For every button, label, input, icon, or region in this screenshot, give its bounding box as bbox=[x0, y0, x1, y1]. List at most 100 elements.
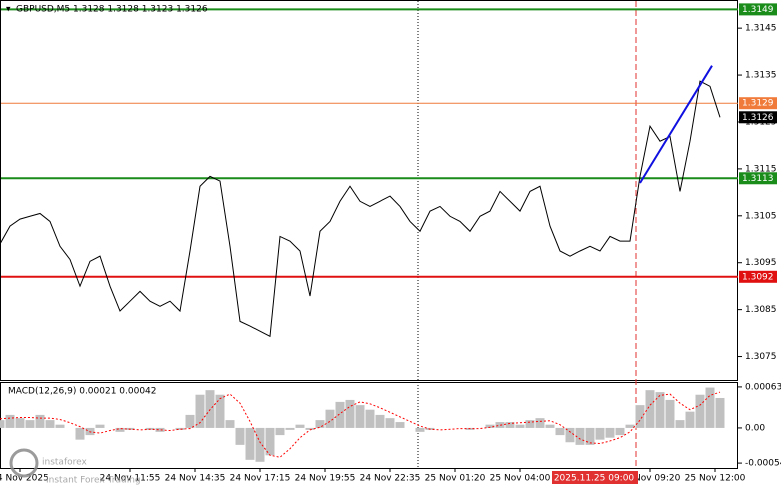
macd-bar bbox=[195, 394, 205, 428]
macd-bar bbox=[265, 427, 275, 456]
macd-bar bbox=[675, 420, 685, 428]
y-tick-label: 1.3095 bbox=[745, 258, 777, 268]
macd-bar bbox=[175, 427, 185, 430]
level-label: 1.3149 bbox=[742, 5, 774, 15]
macd-bar bbox=[365, 409, 375, 428]
price-line bbox=[0, 80, 721, 338]
macd-title: MACD(12,26,9) 0.00021 0.00042 bbox=[8, 387, 157, 397]
macd-bar bbox=[615, 427, 625, 436]
macd-bar bbox=[345, 399, 355, 428]
macd-bar bbox=[385, 418, 395, 428]
macd-bar bbox=[715, 397, 725, 428]
macd-bar bbox=[635, 405, 645, 428]
last-price-bg bbox=[739, 111, 777, 124]
macd-bar bbox=[15, 418, 25, 428]
macd-bar bbox=[575, 427, 585, 445]
macd-bar bbox=[95, 424, 105, 428]
macd-bar bbox=[395, 422, 405, 428]
macd-bar bbox=[565, 427, 575, 443]
y-tick-label: 1.3115 bbox=[745, 164, 777, 174]
macd-bar bbox=[525, 420, 535, 428]
macd-bar bbox=[75, 427, 85, 440]
watermark-subtitle: Instant Forex Trading bbox=[46, 476, 141, 486]
macd-bar bbox=[295, 424, 305, 428]
macd-bar bbox=[115, 427, 125, 432]
y-tick-label: 1.3145 bbox=[745, 24, 777, 34]
logo-ring bbox=[9, 448, 39, 478]
level-label: 1.3113 bbox=[742, 174, 774, 184]
y-tick-label: 0.00063 bbox=[745, 382, 781, 392]
x-tick-label: 24 Nov 11:55 bbox=[100, 474, 161, 484]
macd-bar bbox=[25, 420, 35, 428]
macd-bar bbox=[595, 427, 605, 440]
macd-bar bbox=[305, 427, 315, 430]
trend-line bbox=[639, 65, 713, 184]
macd-bar bbox=[625, 424, 635, 428]
level-label-bg bbox=[739, 97, 777, 110]
price-panel bbox=[0, 0, 738, 381]
macd-bar bbox=[325, 409, 335, 428]
macd-bar bbox=[695, 394, 705, 428]
macd-bar bbox=[485, 424, 495, 428]
macd-bar bbox=[245, 427, 255, 460]
y-tick-label: 1.3085 bbox=[745, 305, 777, 315]
macd-bar bbox=[0, 420, 5, 428]
y-tick-label: 0.00 bbox=[745, 423, 765, 433]
macd-bar bbox=[275, 427, 285, 436]
macd-bar bbox=[705, 387, 715, 428]
macd-bar bbox=[415, 427, 425, 432]
macd-bar bbox=[515, 424, 525, 428]
x-tick-label: 25 Nov 04:00 bbox=[490, 474, 551, 484]
macd-bar bbox=[555, 427, 565, 436]
x-tick-label: 24 Nov 22:35 bbox=[360, 474, 421, 484]
macd-bar bbox=[5, 414, 15, 428]
x-tick-label: 24 Nov 17:15 bbox=[230, 474, 291, 484]
macd-bar bbox=[335, 401, 345, 428]
level-label-bg bbox=[739, 172, 777, 185]
macd-bar bbox=[185, 414, 195, 428]
watermark: instaforex Instant Forex Trading bbox=[9, 448, 141, 486]
macd-bar bbox=[315, 420, 325, 428]
macd-bar bbox=[685, 411, 695, 428]
macd-bar bbox=[495, 422, 505, 428]
y-tick-label: 1.3075 bbox=[745, 352, 777, 362]
macd-bar bbox=[655, 392, 665, 428]
macd-bar bbox=[55, 424, 65, 428]
watermark-title: instaforex bbox=[42, 458, 87, 468]
macd-bar bbox=[355, 405, 365, 428]
x-tick-label: 25 Nov 09:20 bbox=[620, 474, 681, 484]
macd-bar bbox=[535, 418, 545, 428]
macd-bar bbox=[215, 394, 225, 428]
cursor-label: 2025.11.25 09:00 bbox=[554, 474, 635, 484]
macd-bar bbox=[225, 420, 235, 428]
macd-bar bbox=[585, 427, 595, 445]
macd-bar bbox=[375, 414, 385, 428]
level-label: 1.3129 bbox=[742, 99, 774, 109]
level-label-bg bbox=[739, 270, 777, 283]
macd-bar bbox=[255, 427, 265, 462]
level-label: 1.3092 bbox=[742, 272, 774, 282]
triangle: ▾ bbox=[6, 5, 11, 15]
x-tick-label: 24 Nov 2025 bbox=[0, 474, 49, 484]
macd-bar bbox=[155, 427, 165, 432]
last-price-label: 1.3126 bbox=[742, 113, 774, 123]
x-tick-label: 24 Nov 14:35 bbox=[165, 474, 226, 484]
macd-bar bbox=[285, 427, 295, 430]
macd-bar bbox=[235, 427, 245, 445]
macd-bar bbox=[505, 422, 515, 428]
y-tick-label: 1.3105 bbox=[745, 211, 777, 221]
y-tick-label: -0.00054 bbox=[745, 459, 781, 469]
y-tick-label: 1.3135 bbox=[745, 71, 777, 81]
x-tick-label: 25 Nov 12:00 bbox=[685, 474, 746, 484]
macd-bar bbox=[645, 390, 655, 428]
cursor-label-bg bbox=[552, 471, 638, 484]
chart-title: GBPUSD,M5 1.3128 1.3128 1.3123 1.3126 bbox=[16, 5, 208, 15]
level-label-bg bbox=[739, 3, 777, 16]
macd-bar bbox=[665, 399, 675, 428]
macd-bar bbox=[35, 414, 45, 428]
x-tick-label: 24 Nov 19:55 bbox=[295, 474, 356, 484]
x-tick-label: 25 Nov 01:20 bbox=[425, 474, 486, 484]
macd-bar bbox=[605, 427, 615, 438]
